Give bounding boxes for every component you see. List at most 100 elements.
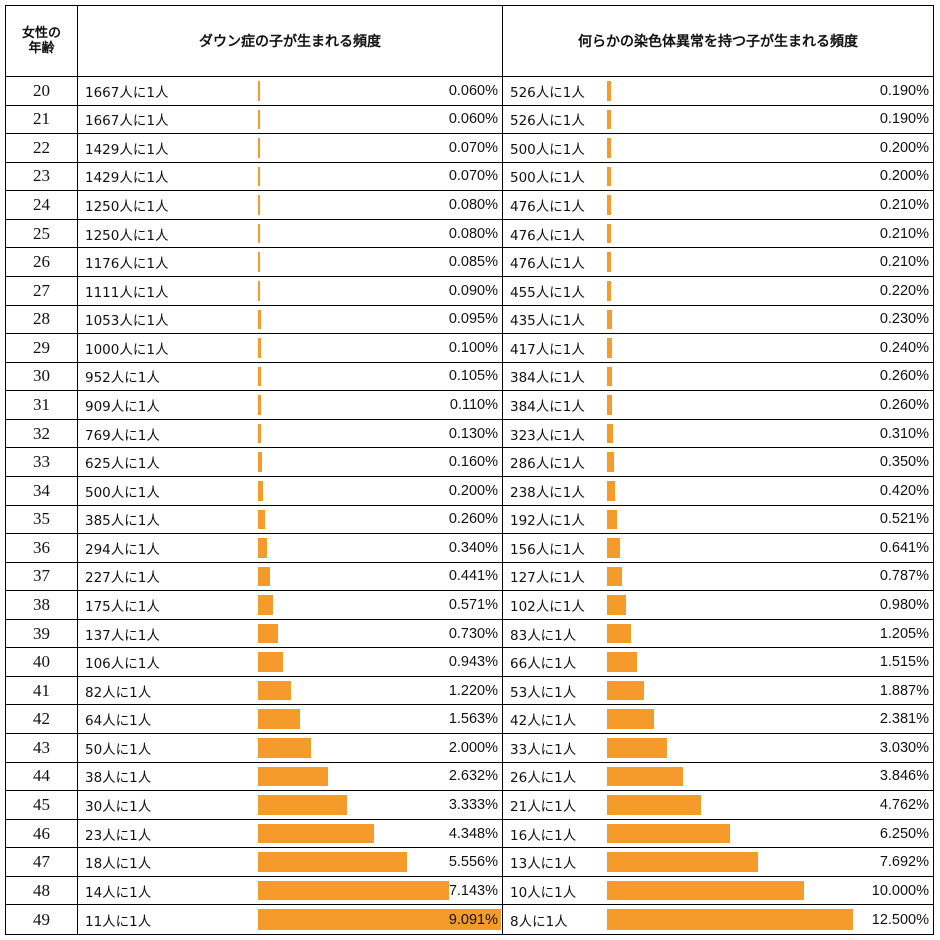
chromosome-ratio-label: 16人に1人 — [510, 827, 577, 844]
chromosome-ratio-label: 286人に1人 — [510, 456, 585, 473]
chromosome-cell: 476人に1人 0.210% — [503, 248, 933, 277]
down-percent-label: 0.085% — [448, 254, 498, 271]
chromosome-bar — [607, 538, 620, 558]
chromosome-bar — [607, 81, 611, 101]
down-percent-label: 0.080% — [448, 197, 498, 214]
chromosome-percent-label: 0.310% — [879, 425, 929, 442]
chromosome-cell: 526人に1人 0.190% — [503, 106, 933, 135]
down-bar — [258, 109, 260, 130]
age-cell: 29 — [6, 334, 78, 363]
chromosome-ratio-label: 384人に1人 — [510, 370, 585, 387]
down-cell: 14人に1人 7.143% — [78, 876, 503, 906]
age-cell: 26 — [6, 248, 78, 277]
chromosome-percent-label: 7.692% — [879, 854, 929, 871]
down-cell: 1053人に1人 0.095% — [78, 305, 503, 335]
chromosome-bar — [607, 366, 613, 387]
chromosome-percent-label: 3.846% — [879, 768, 929, 785]
down-bar — [258, 823, 375, 844]
chromosome-bar — [607, 852, 759, 872]
down-ratio-label: 1429人に1人 — [85, 141, 169, 158]
down-ratio-label: 1111人に1人 — [85, 284, 169, 301]
chromosome-bar — [607, 280, 612, 301]
down-ratio-label: 385人に1人 — [85, 513, 160, 530]
chromosome-cell: 384人に1人 0.260% — [503, 363, 933, 392]
down-cell: 38人に1人 2.632% — [78, 762, 503, 792]
age-cell: 32 — [6, 419, 78, 449]
chromosome-ratio-label: 53人に1人 — [510, 684, 577, 701]
age-cell: 43 — [6, 734, 78, 763]
age-cell: 45 — [6, 791, 78, 820]
chromosome-ratio-label: 526人に1人 — [510, 113, 585, 130]
chromosome-percent-label: 0.200% — [879, 168, 929, 185]
down-cell: 1429人に1人 0.070% — [78, 134, 503, 163]
chromosome-ratio-label: 33人に1人 — [510, 741, 577, 758]
down-ratio-label: 500人に1人 — [85, 484, 160, 501]
down-ratio-label: 30人に1人 — [85, 798, 152, 815]
age-cell: 49 — [6, 905, 78, 934]
chromosome-cell: 42人に1人 2.381% — [503, 705, 933, 735]
down-cell: 769人に1人 0.130% — [78, 419, 503, 449]
down-percent-label: 0.340% — [448, 539, 498, 556]
down-percent-label: 0.060% — [448, 82, 498, 99]
down-cell: 23人に1人 4.348% — [78, 819, 503, 849]
down-bar — [258, 452, 263, 472]
down-percent-label: 1.220% — [448, 682, 498, 699]
down-ratio-label: 1250人に1人 — [85, 199, 169, 216]
down-percent-label: 5.556% — [448, 854, 498, 871]
down-percent-label: 2.632% — [448, 768, 498, 785]
age-cell: 48 — [6, 876, 78, 906]
chromosome-bar — [607, 623, 631, 644]
chromosome-ratio-label: 83人に1人 — [510, 627, 577, 644]
down-percent-label: 0.943% — [448, 654, 498, 671]
chromosome-percent-label: 10.000% — [871, 882, 929, 899]
chromosome-percent-label: 0.787% — [879, 568, 929, 585]
chromosome-percent-label: 0.350% — [879, 454, 929, 471]
chromosome-bar — [607, 480, 616, 501]
down-ratio-label: 952人に1人 — [85, 370, 160, 387]
chromosome-cell: 102人に1人 0.980% — [503, 591, 933, 620]
down-percent-label: 3.333% — [448, 796, 498, 813]
chromosome-cell: 13人に1人 7.692% — [503, 848, 933, 877]
chromosome-ratio-label: 102人に1人 — [510, 598, 585, 615]
chromosome-ratio-label: 476人に1人 — [510, 199, 585, 216]
chromosome-percent-label: 0.210% — [879, 254, 929, 271]
chromosome-bar — [607, 223, 612, 244]
chromosome-ratio-label: 323人に1人 — [510, 427, 585, 444]
chromosome-bar — [607, 566, 623, 587]
down-ratio-label: 1000人に1人 — [85, 341, 169, 358]
chromosome-cell: 26人に1人 3.846% — [503, 763, 933, 792]
chromosome-cell: 286人に1人 0.350% — [503, 448, 933, 477]
age-cell: 38 — [6, 591, 78, 620]
chromosome-bar — [607, 880, 804, 901]
down-ratio-label: 1176人に1人 — [85, 256, 169, 273]
chromosome-ratio-label: 8人に1人 — [510, 913, 568, 930]
header-chromosome-abnormality: 何らかの染色体異常を持つ子が生まれる頻度 — [503, 6, 933, 77]
header-down-syndrome: ダウン症の子が生まれる頻度 — [78, 6, 503, 77]
chromosome-percent-label: 0.220% — [879, 282, 929, 299]
chromosome-ratio-label: 66人に1人 — [510, 656, 577, 673]
down-percent-label: 0.060% — [448, 111, 498, 128]
chromosome-percent-label: 0.980% — [879, 596, 929, 613]
age-cell: 22 — [6, 134, 78, 163]
down-cell: 1250人に1人 0.080% — [78, 219, 503, 249]
down-percent-label: 0.130% — [448, 425, 498, 442]
chromosome-cell: 192人に1人 0.521% — [503, 506, 933, 535]
down-cell: 137人に1人 0.730% — [78, 619, 503, 649]
down-cell: 18人に1人 5.556% — [78, 848, 503, 877]
down-bar — [258, 280, 261, 301]
down-ratio-label: 294人に1人 — [85, 541, 160, 558]
down-cell: 1111人に1人 0.090% — [78, 276, 503, 306]
chromosome-bar — [607, 309, 612, 330]
age-cell: 28 — [6, 305, 78, 335]
down-ratio-label: 106人に1人 — [85, 656, 160, 673]
chromosome-cell: 21人に1人 4.762% — [503, 791, 933, 820]
down-ratio-label: 137人に1人 — [85, 627, 160, 644]
down-cell: 909人に1人 0.110% — [78, 391, 503, 420]
down-bar — [258, 709, 300, 730]
frequency-table: 女性の 年齢 ダウン症の子が生まれる頻度 何らかの染色体異常を持つ子が生まれる頻… — [5, 5, 934, 935]
down-bar — [258, 538, 268, 558]
down-bar — [258, 566, 270, 587]
down-cell: 106人に1人 0.943% — [78, 648, 503, 677]
down-bar — [258, 738, 312, 758]
age-cell: 27 — [6, 276, 78, 306]
